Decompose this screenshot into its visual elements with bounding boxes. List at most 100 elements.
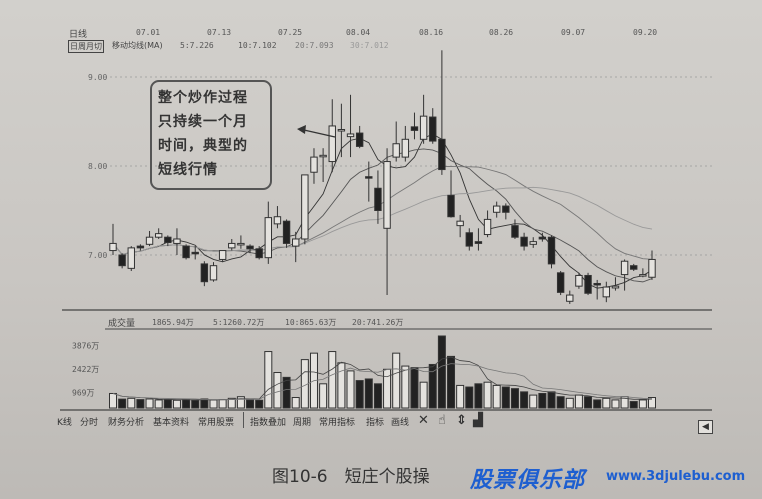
ma5-line [112,133,653,289]
volume-bar [584,396,593,409]
annotation-line: 只持续一个月 [158,114,248,130]
back-button[interactable]: ◀ [698,420,713,434]
candle-up [419,115,428,140]
volume-bar [447,355,456,409]
period-label: 日线 [69,30,88,40]
volume-bar [145,398,154,409]
toolbar-item[interactable]: 周期 [293,418,312,428]
candle-down [465,232,473,247]
watermark-url: www.3djulebu.com [606,469,746,484]
volume-bar [218,399,227,409]
candle-up [566,294,574,302]
candle-up [273,216,282,225]
chart-mode-switch[interactable]: 日周月切 [68,40,104,53]
volume-bar [319,383,328,409]
candle-down [255,248,263,259]
volume-bar [428,363,437,409]
candle-down [365,176,373,179]
volume-bar [118,398,127,409]
candle-down [556,272,565,293]
volume-bar [291,397,300,409]
volume-ma10: 10:865.63万 [285,318,337,327]
volume-bar [638,399,647,409]
candle-up [154,233,163,238]
volume-ma5: 5:1260.72万 [213,318,265,327]
candle-down [511,225,519,238]
price-tick-label: 7.00 [88,251,107,260]
volume-ma10-line [112,363,653,401]
volume-bar [483,381,492,409]
toolbar-item[interactable]: 分时 [80,418,99,428]
candle-up [492,205,501,213]
print-icon[interactable]: ▟ [473,413,483,428]
candle-up [145,236,154,245]
candle-up [392,143,400,158]
candle-up [328,125,336,163]
candle-up [218,250,227,260]
candle-down [474,241,483,244]
volume-bar [273,372,282,409]
candle-up [337,129,346,132]
candle-up [575,274,583,287]
candle-up [173,238,181,244]
x-tick-label: 08.16 [419,28,444,37]
candle-down [246,245,254,250]
volume-bar [282,376,291,409]
volume-bar [373,383,382,409]
volume-bar [401,365,410,409]
toolbar-item[interactable]: 财务分析 [108,418,145,428]
volume-tick-label: 3876万 [72,341,99,350]
candle-down [630,265,638,270]
volume-bar [556,396,565,409]
volume-ma20: 20:741.26万 [352,318,404,327]
toolbar-item[interactable]: 常用股票 [198,418,235,428]
x-tick-label: 08.04 [346,28,371,37]
toolbar-item[interactable]: 画线 [391,418,410,428]
volume-bar [593,399,602,409]
volume-bar [611,399,620,409]
figure-caption: 图10-6 短庄个股操 [272,467,430,487]
candle-up [319,154,327,158]
candle-down [118,254,126,267]
annotation-line: 整个炒作过程 [158,90,248,106]
ma10-line [112,148,653,283]
volume-bar [109,392,117,409]
candle-up [529,241,537,245]
volume-bar [574,394,583,409]
volume-bar [182,399,191,409]
volume-bar [236,396,245,409]
volume-bar [547,391,556,409]
x-tick-label: 07.01 [136,28,161,37]
candle-down [438,138,446,171]
candle-up [639,274,647,277]
updown-arrow-icon[interactable]: ⇕ [456,413,467,428]
candle-up [209,265,218,281]
toolbar-item[interactable]: 指标 [366,418,385,428]
hand-pointer-icon[interactable]: ☝ [438,413,446,428]
toolbar-item[interactable]: 基本资料 [153,418,190,428]
close-icon[interactable]: ✕ [418,413,429,428]
volume-tick-label: 969万 [72,388,94,397]
volume-bar [172,399,181,409]
toolbar-item[interactable]: 指数叠加 [250,418,287,428]
volume-label: 成交量 [108,319,136,329]
volume-bar [538,392,547,409]
ma30-line [112,186,653,256]
toolbar-item[interactable]: 常用指标 [319,418,356,428]
candle-up [620,260,629,276]
candle-down [182,245,190,259]
candle-up [456,220,464,227]
candle-up [264,217,273,259]
x-tick-label: 09.20 [633,28,658,37]
volume-bar [648,397,656,409]
ma-label: 移动均线(MA) [112,41,163,50]
candle-up [228,242,236,249]
candle-up [310,156,318,173]
volume-bar [392,352,401,409]
toolbar-item[interactable]: K线 [57,418,72,428]
volume-bar [456,384,465,409]
candle-up [237,242,245,246]
price-tick-label: 8.00 [88,162,107,171]
volume-bar [264,351,273,409]
volume-bar [364,378,373,409]
